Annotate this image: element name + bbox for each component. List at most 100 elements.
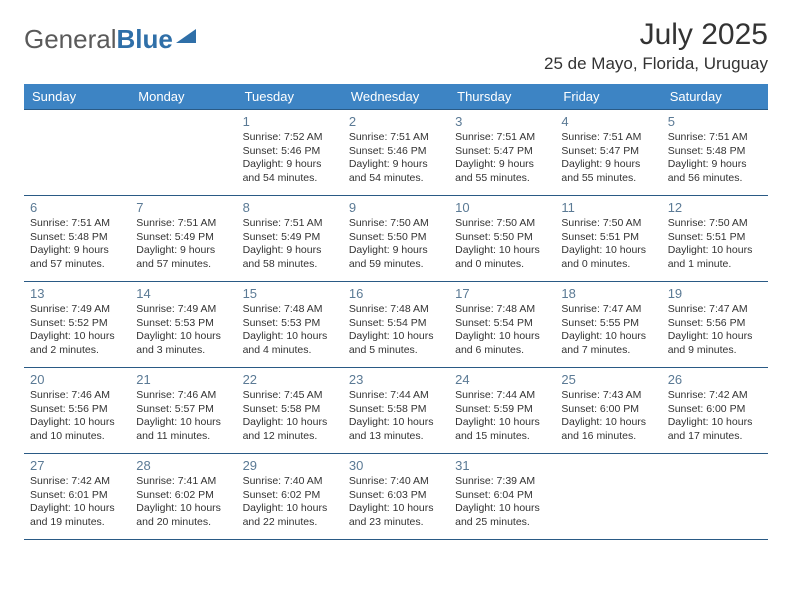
weekday-header: Monday — [130, 84, 236, 110]
day-number: 6 — [30, 200, 124, 215]
day-number: 7 — [136, 200, 230, 215]
sunrise-text: Sunrise: 7:48 AM — [455, 303, 549, 317]
daylight-text: Daylight: 10 hours and 3 minutes. — [136, 330, 230, 357]
sunrise-text: Sunrise: 7:39 AM — [455, 475, 549, 489]
day-details: Sunrise: 7:52 AMSunset: 5:46 PMDaylight:… — [243, 131, 337, 186]
sunrise-text: Sunrise: 7:44 AM — [455, 389, 549, 403]
sunrise-text: Sunrise: 7:49 AM — [30, 303, 124, 317]
calendar-cell: 9Sunrise: 7:50 AMSunset: 5:50 PMDaylight… — [343, 196, 449, 282]
calendar-cell: 22Sunrise: 7:45 AMSunset: 5:58 PMDayligh… — [237, 368, 343, 454]
day-details: Sunrise: 7:44 AMSunset: 5:58 PMDaylight:… — [349, 389, 443, 444]
calendar-table: SundayMondayTuesdayWednesdayThursdayFrid… — [24, 84, 768, 540]
calendar-cell: 8Sunrise: 7:51 AMSunset: 5:49 PMDaylight… — [237, 196, 343, 282]
sunrise-text: Sunrise: 7:42 AM — [30, 475, 124, 489]
brand-part1: General — [24, 24, 117, 55]
sunset-text: Sunset: 5:54 PM — [349, 317, 443, 331]
daylight-text: Daylight: 9 hours and 54 minutes. — [243, 158, 337, 185]
calendar-week-row: 6Sunrise: 7:51 AMSunset: 5:48 PMDaylight… — [24, 196, 768, 282]
day-number: 19 — [668, 286, 762, 301]
sunset-text: Sunset: 5:52 PM — [30, 317, 124, 331]
sunset-text: Sunset: 5:47 PM — [455, 145, 549, 159]
daylight-text: Daylight: 10 hours and 25 minutes. — [455, 502, 549, 529]
calendar-week-row: 13Sunrise: 7:49 AMSunset: 5:52 PMDayligh… — [24, 282, 768, 368]
daylight-text: Daylight: 10 hours and 17 minutes. — [668, 416, 762, 443]
calendar-cell: 28Sunrise: 7:41 AMSunset: 6:02 PMDayligh… — [130, 454, 236, 540]
daylight-text: Daylight: 9 hours and 58 minutes. — [243, 244, 337, 271]
daylight-text: Daylight: 10 hours and 16 minutes. — [561, 416, 655, 443]
day-number: 12 — [668, 200, 762, 215]
sunrise-text: Sunrise: 7:51 AM — [136, 217, 230, 231]
daylight-text: Daylight: 9 hours and 55 minutes. — [455, 158, 549, 185]
sunset-text: Sunset: 5:56 PM — [668, 317, 762, 331]
day-number: 4 — [561, 114, 655, 129]
sunrise-text: Sunrise: 7:48 AM — [243, 303, 337, 317]
sunrise-text: Sunrise: 7:51 AM — [561, 131, 655, 145]
calendar-body: 1Sunrise: 7:52 AMSunset: 5:46 PMDaylight… — [24, 110, 768, 540]
daylight-text: Daylight: 9 hours and 54 minutes. — [349, 158, 443, 185]
sunset-text: Sunset: 5:58 PM — [349, 403, 443, 417]
sunrise-text: Sunrise: 7:46 AM — [136, 389, 230, 403]
weekday-header: Saturday — [662, 84, 768, 110]
calendar-cell: 1Sunrise: 7:52 AMSunset: 5:46 PMDaylight… — [237, 110, 343, 196]
day-details: Sunrise: 7:46 AMSunset: 5:56 PMDaylight:… — [30, 389, 124, 444]
day-details: Sunrise: 7:50 AMSunset: 5:51 PMDaylight:… — [668, 217, 762, 272]
calendar-cell: 6 Sunrise: 7:51 AMSunset: 5:48 PMDaylight… — [24, 196, 130, 282]
sunset-text: Sunset: 5:49 PM — [136, 231, 230, 245]
day-details: Sunrise: 7:51 AMSunset: 5:48 PMDaylight:… — [30, 217, 124, 272]
weekday-header: Friday — [555, 84, 661, 110]
day-number: 14 — [136, 286, 230, 301]
title-block: July 2025 25 de Mayo, Florida, Uruguay — [544, 18, 768, 74]
calendar-cell — [555, 454, 661, 540]
sunset-text: Sunset: 5:48 PM — [30, 231, 124, 245]
daylight-text: Daylight: 10 hours and 10 minutes. — [30, 416, 124, 443]
sunset-text: Sunset: 6:03 PM — [349, 489, 443, 503]
day-number: 21 — [136, 372, 230, 387]
calendar-cell: 31Sunrise: 7:39 AMSunset: 6:04 PMDayligh… — [449, 454, 555, 540]
sunrise-text: Sunrise: 7:51 AM — [668, 131, 762, 145]
sunset-text: Sunset: 5:47 PM — [561, 145, 655, 159]
sunrise-text: Sunrise: 7:41 AM — [136, 475, 230, 489]
sunset-text: Sunset: 5:57 PM — [136, 403, 230, 417]
sunset-text: Sunset: 5:50 PM — [455, 231, 549, 245]
calendar-cell: 29Sunrise: 7:40 AMSunset: 6:02 PMDayligh… — [237, 454, 343, 540]
sunset-text: Sunset: 5:53 PM — [136, 317, 230, 331]
daylight-text: Daylight: 10 hours and 22 minutes. — [243, 502, 337, 529]
daylight-text: Daylight: 10 hours and 11 minutes. — [136, 416, 230, 443]
sunset-text: Sunset: 6:02 PM — [243, 489, 337, 503]
sunrise-text: Sunrise: 7:51 AM — [455, 131, 549, 145]
sunrise-text: Sunrise: 7:46 AM — [30, 389, 124, 403]
day-details: Sunrise: 7:48 AMSunset: 5:53 PMDaylight:… — [243, 303, 337, 358]
weekday-header: Sunday — [24, 84, 130, 110]
day-details: Sunrise: 7:51 AMSunset: 5:49 PMDaylight:… — [243, 217, 337, 272]
day-details: Sunrise: 7:49 AMSunset: 5:52 PMDaylight:… — [30, 303, 124, 358]
weekday-header: Wednesday — [343, 84, 449, 110]
day-number: 2 — [349, 114, 443, 129]
sunrise-text: Sunrise: 7:50 AM — [561, 217, 655, 231]
day-details: Sunrise: 7:49 AMSunset: 5:53 PMDaylight:… — [136, 303, 230, 358]
daylight-text: Daylight: 10 hours and 5 minutes. — [349, 330, 443, 357]
day-details: Sunrise: 7:42 AMSunset: 6:01 PMDaylight:… — [30, 475, 124, 530]
sunrise-text: Sunrise: 7:44 AM — [349, 389, 443, 403]
calendar-cell: 21 Sunrise: 7:46 AMSunset: 5:57 PMDayligh… — [130, 368, 236, 454]
sunrise-text: Sunrise: 7:51 AM — [30, 217, 124, 231]
day-number: 20 — [30, 372, 124, 387]
sunset-text: Sunset: 5:51 PM — [561, 231, 655, 245]
day-number: 13 — [30, 286, 124, 301]
sunrise-text: Sunrise: 7:40 AM — [243, 475, 337, 489]
daylight-text: Daylight: 9 hours and 56 minutes. — [668, 158, 762, 185]
day-number: 15 — [243, 286, 337, 301]
sunset-text: Sunset: 5:46 PM — [243, 145, 337, 159]
calendar-cell: 14 Sunrise: 7:49 AMSunset: 5:53 PMDayligh… — [130, 282, 236, 368]
brand-logo: GeneralBlue — [24, 18, 196, 55]
sunset-text: Sunset: 5:53 PM — [243, 317, 337, 331]
day-details: Sunrise: 7:51 AMSunset: 5:48 PMDaylight:… — [668, 131, 762, 186]
day-number: 23 — [349, 372, 443, 387]
day-number: 26 — [668, 372, 762, 387]
calendar-week-row: 27Sunrise: 7:42 AMSunset: 6:01 PMDayligh… — [24, 454, 768, 540]
day-details: Sunrise: 7:50 AMSunset: 5:51 PMDaylight:… — [561, 217, 655, 272]
calendar-cell: 26Sunrise: 7:42 AMSunset: 6:00 PMDayligh… — [662, 368, 768, 454]
sunset-text: Sunset: 5:48 PM — [668, 145, 762, 159]
sunset-text: Sunset: 6:02 PM — [136, 489, 230, 503]
calendar-cell: 12 Sunrise: 7:50 AMSunset: 5:51 PMDayligh… — [662, 196, 768, 282]
daylight-text: Daylight: 10 hours and 15 minutes. — [455, 416, 549, 443]
